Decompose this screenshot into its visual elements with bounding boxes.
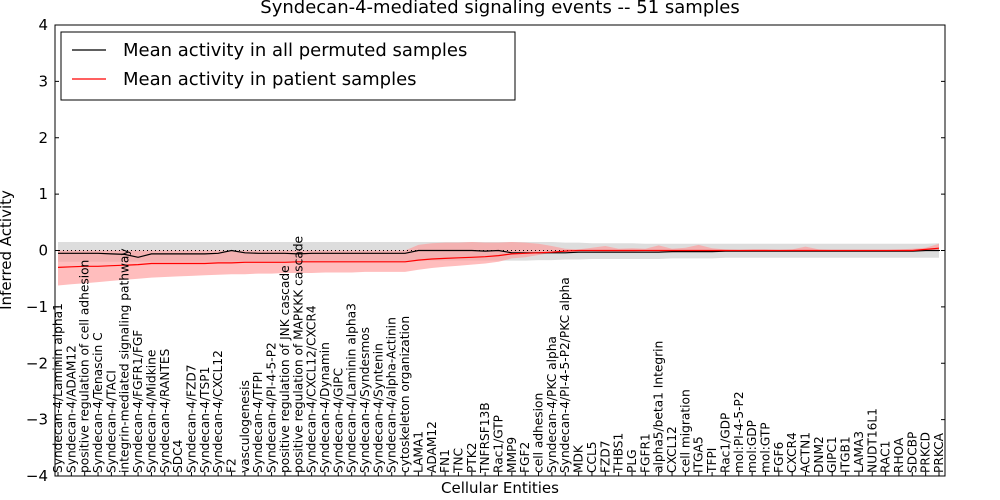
x-category-label: THBS1 [612, 433, 626, 474]
x-category-label: SDC4 [171, 439, 185, 473]
y-tick-label: −2 [26, 354, 48, 372]
x-category-label: NUDT16L1 [865, 408, 879, 473]
x-category-label: cell migration [678, 389, 692, 473]
x-category-label: ITGA5 [692, 436, 706, 473]
x-category-label: ITGB1 [839, 436, 853, 473]
x-category-label: Syndecan-4/TSP1 [198, 367, 212, 473]
x-category-label: Rac1/GTP [492, 415, 506, 473]
y-tick-label: −4 [26, 467, 48, 485]
x-category-label: Syndecan-4/Syntenin [371, 343, 385, 473]
x-category-label: Syndecan-4/GIPC [331, 368, 345, 473]
x-category-label: Syndecan-4/Dynamin [318, 342, 332, 473]
x-category-label: PLG [625, 449, 639, 473]
x-category-label: DNM2 [812, 436, 826, 473]
x-category-label: mol:PI-4-5-P2 [732, 391, 746, 473]
x-category-label: Syndecan-4/PI-4-5-P2 [265, 342, 279, 473]
x-category-label: ADAM12 [425, 421, 439, 473]
chart-title: Syndecan-4-mediated signaling events -- … [260, 0, 739, 18]
x-category-label: mol:GTP [759, 422, 773, 473]
y-tick-label: 2 [38, 129, 48, 147]
x-category-label: Syndecan-4/CXCL12/CXCR4 [305, 305, 319, 473]
x-category-label: CCL5 [585, 441, 599, 473]
x-category-label: Syndecan-4/PKC alpha [545, 336, 559, 473]
x-category-label: positive regulation of MAPKKK cascade [291, 236, 305, 473]
x-category-label: RAC1 [879, 441, 893, 473]
x-category-label: FGF2 [518, 442, 532, 473]
x-category-label: SDCBP [905, 432, 919, 473]
y-tick-label: −3 [26, 411, 48, 429]
x-category-label: PRKCD [919, 432, 933, 473]
x-category-label: positive regulation of cell adhesion [78, 260, 92, 473]
x-category-label: PTK2 [465, 442, 479, 473]
line-patient [57, 247, 940, 268]
x-category-label: Syndecan-4/TACI [104, 370, 118, 473]
x-axis-category-labels: Syndecan-4/Laminin alpha1 Syndecan-4/ADAM… [51, 236, 946, 476]
x-category-label: FGF6 [772, 442, 786, 473]
x-category-label: Rac1/GDP [718, 413, 732, 473]
x-category-label: MMP9 [505, 437, 519, 473]
legend-box [60, 31, 516, 101]
y-tick-label: 0 [38, 242, 48, 260]
y-tick-label: 1 [38, 185, 48, 203]
x-category-label: Syndecan-4/Laminin alpha3 [345, 303, 359, 473]
x-category-label: LAMA3 [852, 431, 866, 473]
series-lines [55, 247, 945, 268]
x-category-label: CXCR4 [785, 432, 799, 473]
x-category-label: GIPC1 [825, 436, 839, 473]
y-axis: −4 −3 −2 −1 0 1 2 3 4 [26, 16, 945, 485]
x-category-label: MDK [572, 444, 586, 473]
x-category-label: TNFRSF13B [478, 402, 492, 474]
x-category-label: Syndecan-4/Tenascin C [91, 332, 105, 473]
x-category-label: FN1 [438, 449, 452, 473]
x-category-label: cell adhesion [532, 393, 546, 473]
x-category-label: Syndecan-4/FZD7 [185, 364, 199, 473]
y-tick-label: 3 [38, 72, 48, 90]
x-category-label: Syndecan-4/CXCL12 [211, 350, 225, 473]
x-category-label: LAMA1 [411, 431, 425, 473]
x-category-label: TFPI [705, 448, 719, 474]
x-category-label: Syndecan-4/FGFR1/FGF [131, 330, 145, 473]
x-category-label: Syndecan-4/Laminin alpha1 [51, 303, 65, 473]
x-category-label: RHOA [892, 437, 906, 473]
x-category-label: Syndecan-4/alpha-Actinin [385, 317, 399, 473]
x-category-label: Syndecan-4/ADAM12 [64, 345, 78, 473]
x-category-label: FGFR1 [638, 433, 652, 473]
x-category-label: PRKCA [932, 432, 946, 473]
y-axis-label: Inferred Activity [0, 190, 15, 310]
y-tick-label: −1 [26, 298, 48, 316]
legend-label-permuted: Mean activity in all permuted samples [123, 40, 467, 61]
x-category-label: ACTN1 [799, 432, 813, 473]
x-category-label: TNC [452, 448, 466, 474]
x-axis-label: Cellular Entities [441, 479, 559, 497]
x-category-label: Syndecan-4/RANTES [158, 348, 172, 473]
legend-label-patient: Mean activity in patient samples [123, 69, 417, 90]
x-category-label: Syndecan-4/Syndesmos [358, 327, 372, 473]
x-category-label: mol:GDP [745, 420, 759, 473]
x-category-label: alpha5/beta1 Integrin [652, 341, 666, 473]
x-category-label: Syndecan-4/PI-4-5-P2/PKC alpha [558, 277, 572, 473]
x-category-label: vasculogenesis [238, 380, 252, 473]
x-category-label: positive regulation of JNK cascade [278, 265, 292, 473]
x-category-label: Syndecan-4/Midkine [144, 350, 158, 473]
legend: Mean activity in all permuted samples Me… [60, 31, 516, 101]
x-category-label: CXCL12 [665, 426, 679, 473]
x-category-label: FZD7 [598, 441, 612, 474]
x-category-label: integrin-mediated signaling pathway [118, 248, 132, 473]
x-category-label: F2 [225, 458, 239, 473]
y-tick-label: 4 [38, 16, 48, 34]
x-category-label: Syndecan-4/TFPI [251, 372, 265, 473]
x-category-label: cytoskeleton organization [398, 316, 412, 473]
